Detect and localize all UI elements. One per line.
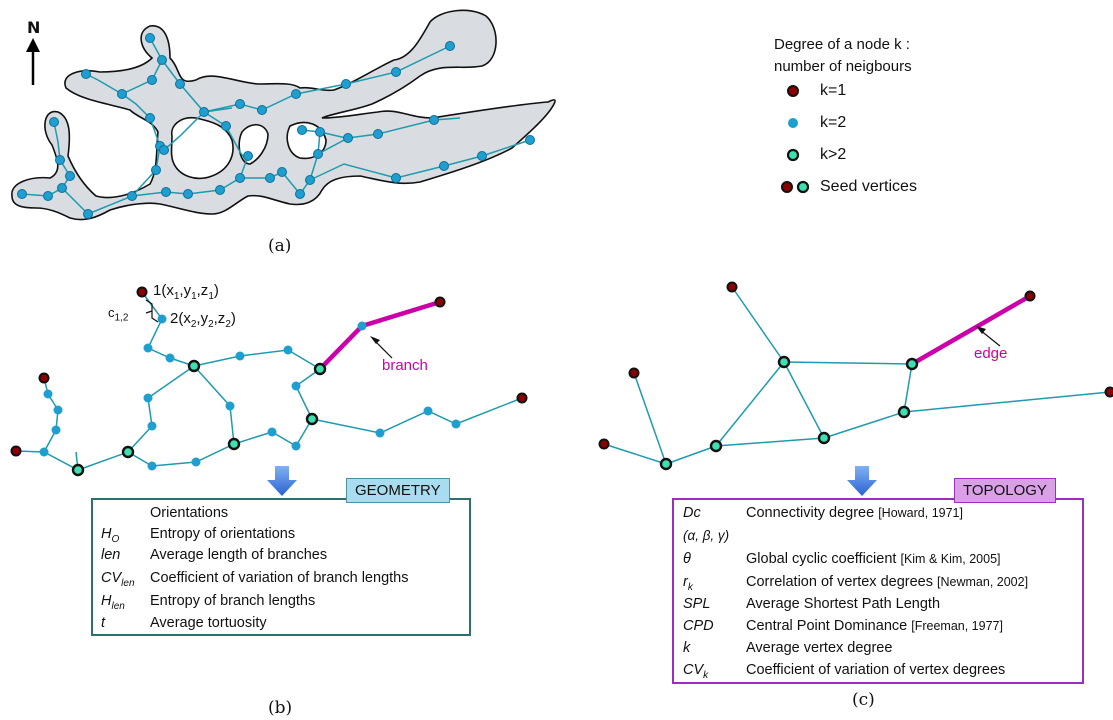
- geometry-sym-len: len: [101, 547, 121, 563]
- topology-row-connectivity: Connectivity degree [Howard, 1971]: [746, 505, 963, 521]
- legend-khub-label: k>2: [820, 146, 847, 163]
- topology-row-avg-degree: Average vertex degree: [746, 640, 893, 656]
- edge-highlight: [910, 294, 1032, 366]
- geometry-tag: GEOMETRY: [346, 478, 450, 503]
- cave-network-nodes: [17, 33, 535, 219]
- geometry-network-edges: [15, 291, 523, 471]
- legend-k2-icon: [788, 118, 798, 128]
- legend-title-line2: number of neigbours: [774, 58, 912, 75]
- legend-khub-icon: [786, 148, 800, 162]
- geometry-row-entropy-orientations: Entropy of orientations: [150, 526, 296, 542]
- branch-arrow-icon: [370, 336, 393, 359]
- panel-b-label: (b): [268, 698, 293, 718]
- node2-label: 2(x2,y2,z2): [170, 310, 236, 330]
- topology-row-cv-degree: Coefficient of variation of vertex degre…: [746, 662, 1006, 678]
- legend-k1-icon: [787, 85, 799, 97]
- geometry-sym-hlen: Hlen: [101, 593, 125, 612]
- topology-row-spl: Average Shortest Path Length: [746, 596, 941, 612]
- legend-seed-green-icon: [796, 180, 810, 194]
- topology-down-arrow-icon: [847, 466, 877, 496]
- topology-sym-cvk: CVk: [683, 662, 709, 681]
- geometry-box: [91, 498, 471, 636]
- geometry-row-tortuosity: Average tortuosity: [150, 615, 267, 631]
- geometry-sym-ho: HO: [101, 526, 120, 545]
- legend-seed-label: Seed vertices: [820, 178, 917, 195]
- cost-bracket: [145, 299, 159, 323]
- topology-row-cyclic: Global cyclic coefficient [Kim & Kim, 20…: [746, 551, 1001, 567]
- cave-map: [11, 9, 556, 221]
- topology-row-correlation: Correlation of vertex degrees [Newman, 2…: [746, 574, 1029, 590]
- geometry-network-nodes: [10, 286, 528, 477]
- branch-label: branch: [382, 357, 428, 374]
- topology-sym-dc: Dc: [683, 505, 701, 521]
- topology-row-cpd: Central Point Dominance [Freeman, 1977]: [746, 618, 1003, 634]
- topology-sym-rk: rk: [683, 574, 693, 593]
- topology-box: [672, 498, 1084, 684]
- north-label: N: [27, 18, 41, 37]
- legend-symbols: [781, 85, 810, 194]
- topology-sym-theta: θ: [683, 551, 691, 567]
- geometry-row-cv-length: Coefficient of variation of branch lengt…: [150, 570, 409, 586]
- edge-label: edge: [974, 345, 1008, 362]
- legend-k2-label: k=2: [820, 114, 847, 131]
- geometry-row-orientations: Orientations: [150, 505, 229, 521]
- legend-k1-label: k=1: [820, 82, 847, 99]
- topology-network-edges: [603, 286, 1111, 465]
- topology-tag: TOPOLOGY: [954, 478, 1056, 503]
- geometry-row-avg-length: Average length of branches: [150, 547, 328, 563]
- topology-network-nodes: [598, 281, 1113, 471]
- geometry-sym-cvlen: CVlen: [101, 570, 135, 589]
- geometry-row-entropy-length: Entropy of branch lengths: [150, 593, 316, 609]
- topology-sym-abg: (α, β, γ): [683, 528, 730, 543]
- cave-outline: [11, 9, 556, 221]
- north-arrow-icon: [26, 38, 40, 85]
- edge-arrow-icon: [976, 326, 1001, 347]
- legend-title-line1: Degree of a node k :: [774, 36, 910, 53]
- cost-label: c1,2: [108, 305, 129, 324]
- topology-sym-cpd: CPD: [683, 618, 714, 634]
- geometry-sym-t: t: [101, 615, 106, 631]
- topology-sym-spl: SPL: [683, 596, 711, 612]
- panel-a-label: (a): [268, 236, 292, 256]
- panel-c-label: (c): [852, 690, 875, 710]
- legend-seed-red-icon: [781, 181, 793, 193]
- topology-sym-k: k: [683, 640, 691, 656]
- node1-label: 1(x1,y1,z1): [153, 282, 219, 302]
- geometry-down-arrow-icon: [267, 466, 297, 496]
